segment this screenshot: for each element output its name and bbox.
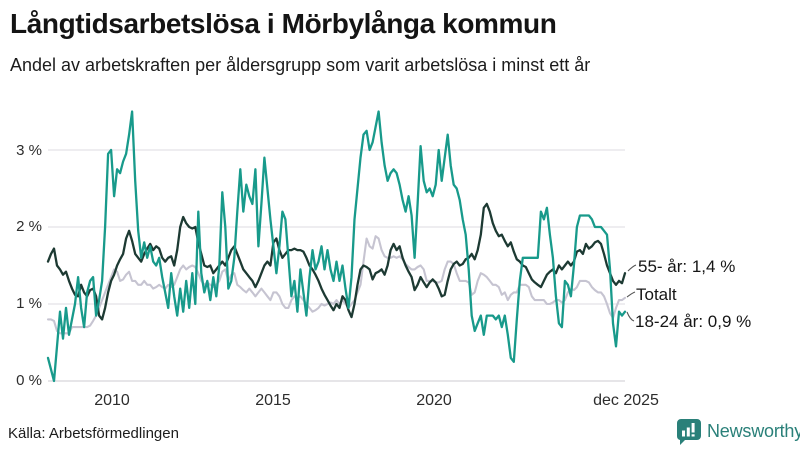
y-axis-tick-2: 2 % (16, 218, 42, 235)
x-axis-tick-dec-2025: dec 2025 (593, 392, 659, 409)
source-attribution: Källa: Arbetsförmedlingen (8, 425, 179, 442)
y-axis-tick-3: 3 % (16, 142, 42, 159)
chart-subtitle: Andel av arbetskraften per åldersgrupp s… (10, 55, 591, 75)
gridlines (48, 149, 625, 382)
y-axis-tick-0: 0 % (16, 372, 42, 389)
connector-18-24 (626, 311, 635, 322)
logo-bar-short (682, 430, 685, 437)
series-line-18-24-r (46, 110, 627, 383)
page-title: Långtidsarbetslösa i Mörbylånga kommun (10, 8, 557, 39)
logo-exclamation-dot (691, 434, 695, 437)
connector-55 (627, 264, 637, 272)
series-line-totalt (46, 235, 627, 335)
newsworthy-logo-icon (676, 419, 701, 445)
y-axis-tick-1: 1 % (16, 295, 42, 312)
label-connectors (626, 264, 637, 322)
newsworthy-wordmark: Newsworthy (707, 421, 800, 441)
series-label-total: Totalt (636, 285, 677, 304)
logo-bar-medium (686, 427, 690, 437)
x-axis-tick-2020: 2020 (416, 392, 452, 409)
series-label-55: 55- år: 1,4 % (638, 257, 736, 276)
newsworthy-brand[interactable]: Newsworthy (676, 418, 800, 445)
logo-bar-tall (691, 423, 695, 433)
series-line-55-r (46, 202, 627, 321)
series-lines (46, 110, 627, 383)
connector-total (626, 291, 636, 298)
x-axis-tick-2010: 2010 (94, 392, 130, 409)
x-axis-tick-2015: 2015 (255, 392, 291, 409)
series-label-18-24: 18-24 år: 0,9 % (635, 312, 752, 331)
